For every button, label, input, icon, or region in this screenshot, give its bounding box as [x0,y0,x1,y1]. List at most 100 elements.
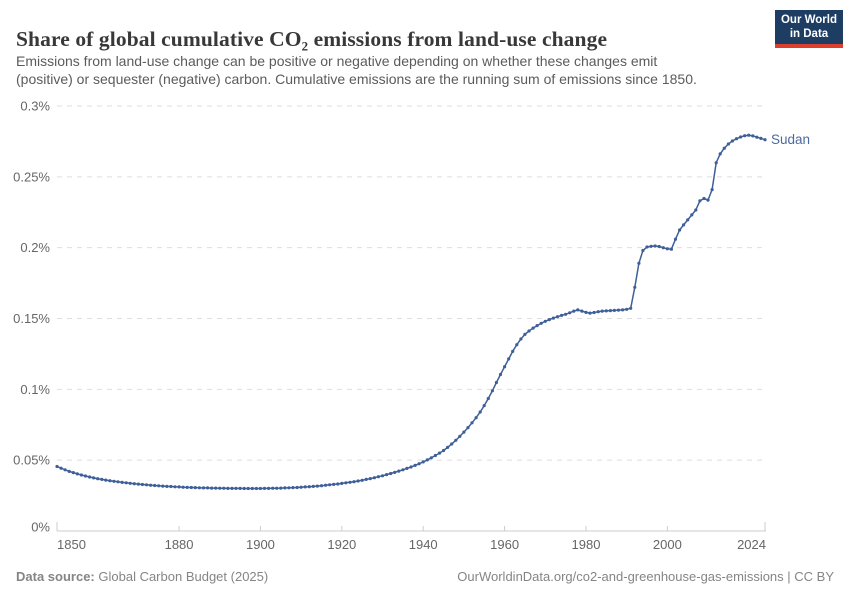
data-point-sudan-1945[interactable] [442,448,446,453]
data-point-sudan-1986[interactable] [608,309,613,313]
data-point-sudan-1853[interactable] [67,469,71,473]
data-point-sudan-1991[interactable] [629,306,633,310]
data-point-sudan-1924[interactable] [356,479,360,483]
data-point-sudan-1886[interactable] [201,486,206,490]
data-point-sudan-1894[interactable] [234,486,238,490]
data-point-sudan-2011[interactable] [710,188,714,192]
data-point-sudan-1995[interactable] [645,245,649,249]
data-point-sudan-1857[interactable] [83,474,88,478]
data-point-sudan-1891[interactable] [222,486,226,490]
data-point-sudan-1854[interactable] [71,471,75,475]
data-point-sudan-1969[interactable] [539,321,543,325]
data-point-sudan-1888[interactable] [210,486,214,490]
data-point-sudan-1867[interactable] [124,481,128,485]
data-point-sudan-1866[interactable] [120,480,124,484]
data-point-sudan-1976[interactable] [568,311,572,315]
data-point-sudan-1913[interactable] [311,484,315,488]
data-point-sudan-1900[interactable] [258,486,262,491]
data-point-sudan-2004[interactable] [682,223,686,227]
data-point-sudan-1948[interactable] [454,438,458,442]
data-point-sudan-1860[interactable] [96,477,100,481]
data-point-sudan-1885[interactable] [197,486,201,490]
data-point-sudan-1910[interactable] [299,485,303,489]
data-point-sudan-2003[interactable] [678,228,682,232]
data-point-sudan-1934[interactable] [397,469,401,473]
data-point-sudan-1975[interactable] [564,312,568,316]
data-point-sudan-1919[interactable] [336,482,340,486]
data-point-sudan-1850[interactable] [55,464,59,469]
data-point-sudan-1912[interactable] [307,485,311,489]
data-point-sudan-1858[interactable] [88,475,92,479]
data-point-sudan-1964[interactable] [519,337,523,341]
data-point-sudan-1903[interactable] [271,486,275,490]
data-point-sudan-1862[interactable] [104,478,108,482]
data-point-sudan-2018[interactable] [739,135,743,139]
data-point-sudan-1982[interactable] [592,310,596,315]
data-point-sudan-1908[interactable] [291,486,295,490]
data-point-sudan-1996[interactable] [649,244,653,248]
data-point-sudan-1877[interactable] [165,484,169,488]
data-point-sudan-1973[interactable] [555,315,560,319]
data-point-sudan-1881[interactable] [181,485,185,489]
data-point-sudan-1892[interactable] [226,486,230,490]
data-point-sudan-1946[interactable] [446,445,450,449]
data-point-sudan-2020[interactable] [747,133,751,137]
data-point-sudan-1914[interactable] [315,484,319,488]
data-point-sudan-1856[interactable] [79,473,83,477]
data-point-sudan-1879[interactable] [173,485,177,489]
data-point-sudan-1950[interactable] [462,430,466,434]
data-point-sudan-1937[interactable] [409,465,413,469]
data-point-sudan-1927[interactable] [368,477,372,481]
data-point-sudan-1870[interactable] [136,482,140,486]
data-point-sudan-1943[interactable] [433,453,437,458]
data-point-sudan-1961[interactable] [507,357,511,361]
data-point-sudan-1875[interactable] [157,484,161,488]
data-point-sudan-1878[interactable] [169,484,173,489]
data-point-sudan-2001[interactable] [669,247,674,251]
data-point-sudan-1922[interactable] [348,480,352,484]
data-point-sudan-1916[interactable] [324,483,328,487]
data-point-sudan-1981[interactable] [588,311,592,315]
data-point-sudan-1987[interactable] [612,308,617,312]
data-point-sudan-1947[interactable] [450,442,454,446]
data-point-sudan-1990[interactable] [625,307,629,311]
data-point-sudan-1907[interactable] [287,486,291,490]
data-point-sudan-1864[interactable] [112,479,116,483]
data-point-sudan-1901[interactable] [262,486,267,490]
data-point-sudan-1997[interactable] [653,244,657,248]
data-point-sudan-1998[interactable] [657,244,661,249]
data-point-sudan-2006[interactable] [690,213,694,217]
data-point-sudan-1906[interactable] [283,486,287,490]
series-line-sudan[interactable] [56,134,766,490]
data-point-sudan-1902[interactable] [267,486,271,490]
data-point-sudan-1852[interactable] [63,468,67,472]
data-point-sudan-1869[interactable] [132,482,136,486]
data-point-sudan-1993[interactable] [637,261,641,265]
data-point-sudan-1884[interactable] [193,486,197,490]
data-point-sudan-1911[interactable] [303,485,307,489]
data-point-sudan-2023[interactable] [759,136,763,140]
data-point-sudan-2002[interactable] [673,237,678,241]
data-point-sudan-1974[interactable] [560,313,564,317]
data-point-sudan-1873[interactable] [149,483,153,487]
data-point-sudan-2000[interactable] [665,247,669,251]
data-point-sudan-1972[interactable] [551,316,556,320]
data-point-sudan-1936[interactable] [405,466,409,470]
data-point-sudan-1851[interactable] [59,466,63,470]
data-point-sudan-1983[interactable] [596,310,600,314]
data-point-sudan-2017[interactable] [734,137,739,141]
data-point-sudan-1871[interactable] [140,482,144,487]
data-point-sudan-2014[interactable] [722,146,726,150]
data-point-sudan-1905[interactable] [279,486,283,490]
data-point-sudan-1859[interactable] [92,476,96,480]
data-point-sudan-1978[interactable] [576,308,580,312]
data-point-sudan-1855[interactable] [75,472,79,476]
data-point-sudan-1933[interactable] [393,470,397,474]
data-point-sudan-1955[interactable] [482,404,486,408]
data-point-sudan-1999[interactable] [661,246,665,250]
data-point-sudan-1967[interactable] [531,326,535,330]
data-point-sudan-1893[interactable] [230,486,234,490]
data-point-sudan-1915[interactable] [319,484,324,488]
data-point-sudan-2007[interactable] [694,208,698,212]
data-point-sudan-1896[interactable] [242,486,246,491]
